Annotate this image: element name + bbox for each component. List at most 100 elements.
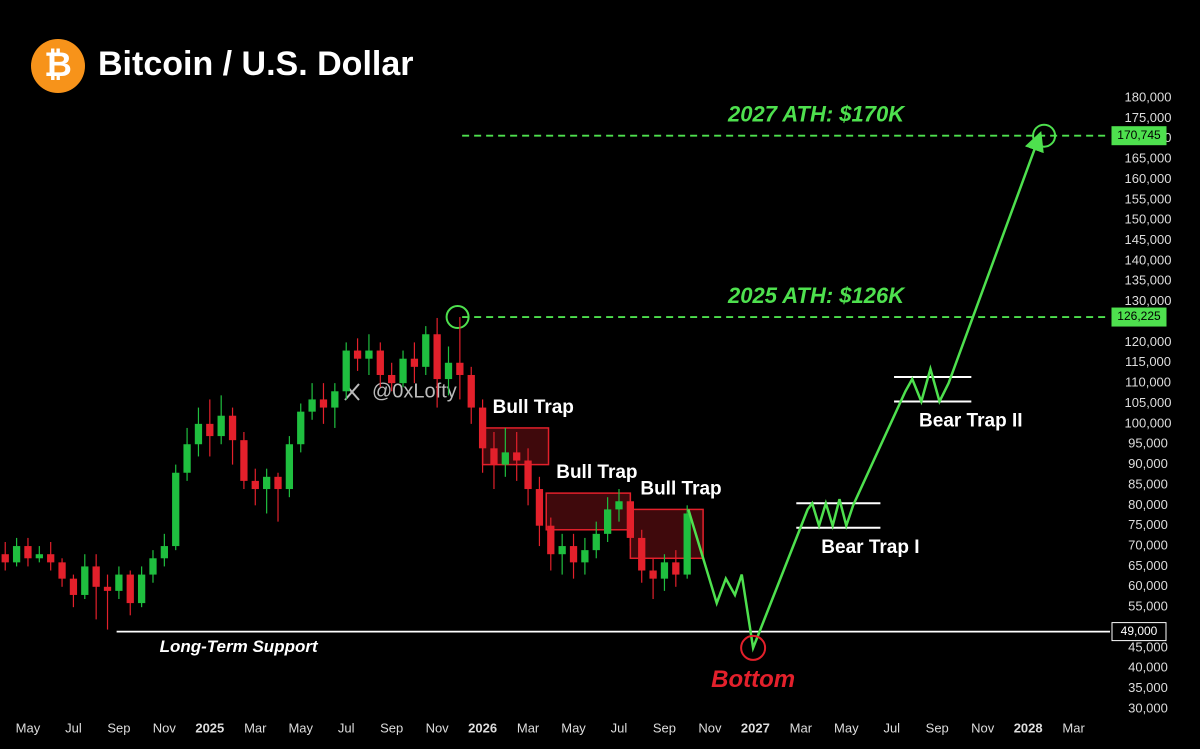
candle-body <box>217 415 225 437</box>
candle-body <box>183 444 191 473</box>
y-tick-label: 40,000 <box>1128 660 1168 675</box>
candle-body <box>149 558 157 575</box>
candle-body <box>12 546 21 563</box>
y-tick-label: 45,000 <box>1128 639 1168 654</box>
candle-body <box>660 562 669 579</box>
x-tick-label: Nov <box>426 720 450 735</box>
y-tick-label: 105,000 <box>1125 395 1172 410</box>
y-tick-label: 180,000 <box>1125 89 1172 104</box>
price-tag <box>1111 126 1167 146</box>
bull-trap-label: Bull Trap <box>556 462 637 483</box>
y-tick-label: 175,000 <box>1125 110 1172 125</box>
candle-body <box>308 399 316 412</box>
x-tick-label: Nov <box>153 720 177 735</box>
candle-body <box>581 550 589 563</box>
y-tick-label: 60,000 <box>1128 578 1168 593</box>
candle-body <box>92 566 100 587</box>
y-tick-label: 145,000 <box>1125 232 1172 247</box>
x-tick-label: Nov <box>698 720 722 735</box>
y-tick-label: 115,000 <box>1125 354 1171 369</box>
y-tick-label: 150,000 <box>1125 212 1172 227</box>
candle-body <box>535 489 544 526</box>
candle-body <box>285 444 294 490</box>
candle-body <box>47 554 55 563</box>
candle-body <box>478 407 487 449</box>
candle-body <box>444 362 453 380</box>
y-tick-label: 90,000 <box>1128 456 1168 471</box>
y-tick-label: 80,000 <box>1128 497 1168 512</box>
candle-body <box>672 562 680 575</box>
y-tick-label: 75,000 <box>1128 517 1168 532</box>
candle-body <box>160 546 168 559</box>
price-tag <box>1111 622 1167 642</box>
x-tick-label: Mar <box>517 720 540 735</box>
candle-body <box>24 546 32 559</box>
candle-body <box>263 476 271 490</box>
bear-trap-label: Bear Trap II <box>919 410 1023 431</box>
y-tick-label: 85,000 <box>1128 476 1168 491</box>
candle-body <box>172 472 180 547</box>
price-tag-label: 170,745 <box>1117 128 1161 142</box>
price-tag-label: 49,000 <box>1121 624 1158 638</box>
candle-body <box>433 334 441 380</box>
x-tick-label: May <box>834 720 859 735</box>
candle-body <box>331 391 339 408</box>
candle-body <box>456 362 464 375</box>
y-tick-label: 160,000 <box>1125 171 1172 186</box>
x-tick-label: May <box>16 720 41 735</box>
y-tick-label: 140,000 <box>1125 252 1172 267</box>
candle-body <box>399 358 407 384</box>
level-annotation: 2025 ATH: $126K <box>727 283 906 308</box>
bull-trap-label: Bull Trap <box>640 478 721 499</box>
x-tick-label: Jul <box>611 720 628 735</box>
candle-body <box>649 570 657 579</box>
candle-body <box>615 501 623 510</box>
logo <box>31 39 85 93</box>
logo-symbol: ₿ <box>44 46 72 84</box>
bear-trap-label: Bear Trap I <box>821 537 919 558</box>
y-tick-label: 35,000 <box>1128 680 1168 695</box>
candle-body <box>501 452 509 465</box>
x-tick-label: Mar <box>1062 720 1085 735</box>
chart-title: Bitcoin / U.S. Dollar <box>98 45 413 83</box>
x-tick-label: Jul <box>338 720 355 735</box>
candle-body <box>524 460 532 490</box>
x-tick-label: Sep <box>926 720 949 735</box>
candle-body <box>319 399 328 408</box>
candle-body <box>353 350 362 359</box>
x-tick-label: Jul <box>883 720 900 735</box>
candle-body <box>513 452 521 461</box>
candle-body <box>490 448 498 465</box>
candle-body <box>626 501 634 538</box>
candle-body <box>410 358 419 367</box>
candle-body <box>115 574 123 591</box>
candle-body <box>251 480 259 490</box>
level-annotation: 2027 ATH: $170K <box>727 102 906 127</box>
candle-body <box>274 476 282 490</box>
x-tick-label: May <box>561 720 586 735</box>
candle-body <box>592 533 600 551</box>
candle-body <box>126 574 134 604</box>
candle-body <box>35 554 43 559</box>
y-tick-label: 65,000 <box>1128 558 1168 573</box>
candle-body <box>297 411 305 445</box>
level-annotation: Long-Term Support <box>160 637 319 656</box>
y-tick-label: 70,000 <box>1128 538 1168 553</box>
price-tag <box>1111 307 1167 327</box>
candle-body <box>194 423 203 445</box>
y-tick-label: 95,000 <box>1128 436 1168 451</box>
x-tick-label: Jul <box>65 720 82 735</box>
ath-circle <box>445 305 470 330</box>
candle-body <box>58 562 66 579</box>
y-tick-label: 120,000 <box>1125 334 1172 349</box>
bull-trap-label: Bull Trap <box>493 397 574 418</box>
y-tick-label: 130,000 <box>1125 293 1172 308</box>
x-tick-label: Sep <box>107 720 130 735</box>
x-tick-label: 2026 <box>468 720 497 735</box>
x-tick-label: May <box>288 720 313 735</box>
candle-body <box>228 415 237 441</box>
candle-body <box>365 350 373 359</box>
y-tick-label: 155,000 <box>1125 191 1172 206</box>
candle-body <box>683 513 691 575</box>
